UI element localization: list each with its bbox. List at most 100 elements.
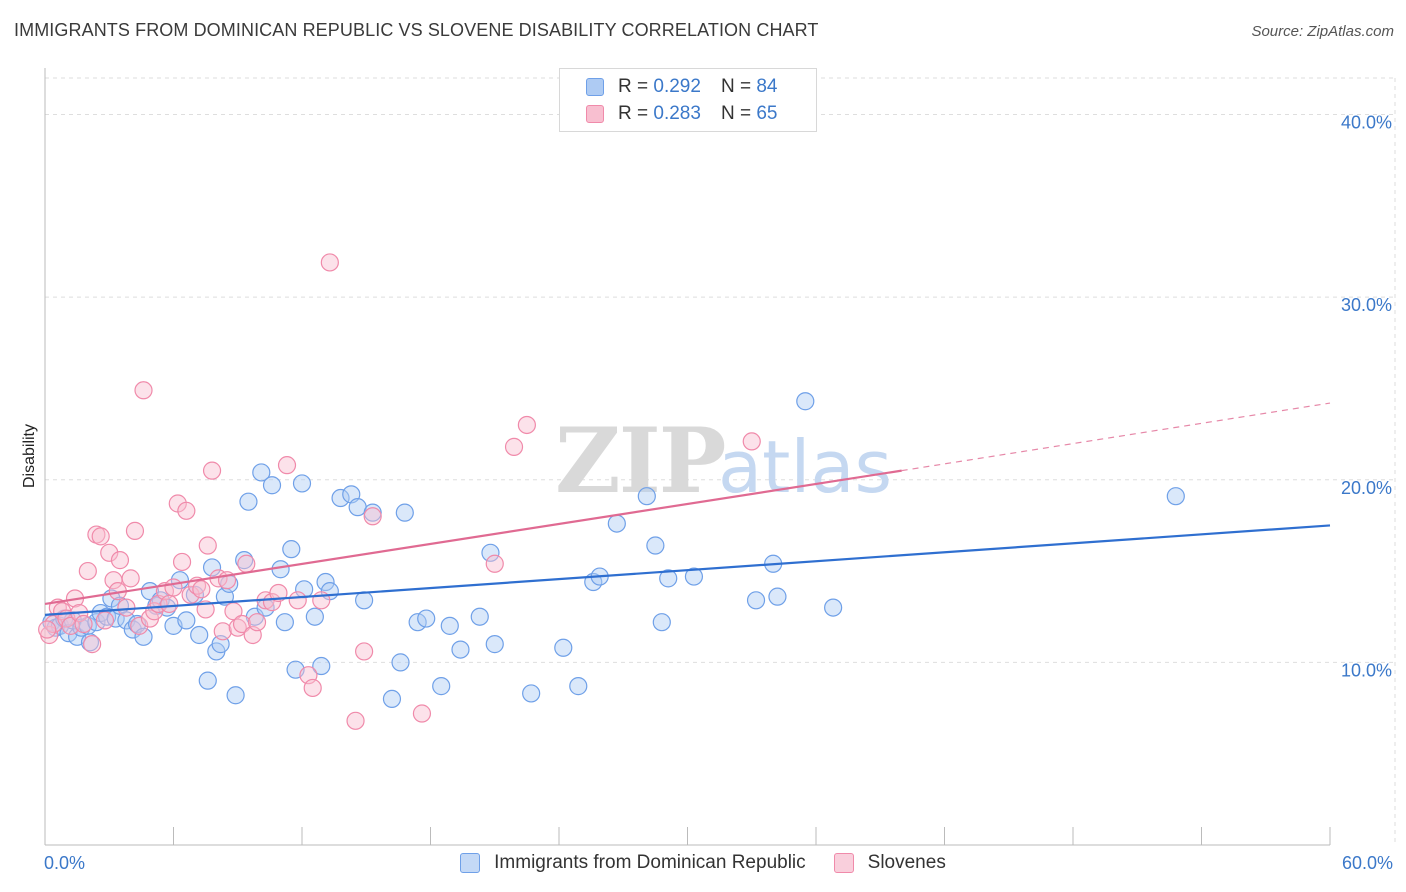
data-point [746,591,766,610]
data-point [440,616,459,635]
legend-item-slovenes: Slovenes [833,852,946,874]
data-point [196,600,215,619]
data-point [275,613,294,632]
data-point [288,591,307,610]
data-point [269,583,288,603]
legend-swatch-pink [586,105,604,123]
series-dominican-republic [42,392,1185,709]
data-point [504,437,524,456]
data-point [554,638,573,657]
legend-item-dominican: Immigrants from Dominican Republic [460,852,806,874]
data-point [181,585,200,604]
legend-series-name: Immigrants from Dominican Republic [494,852,806,873]
data-point [78,561,97,581]
data-point [134,627,153,646]
chart-source: Source: ZipAtlas.com [1251,23,1394,40]
data-point [684,567,704,586]
data-point [172,552,192,572]
data-point [190,625,209,645]
data-point [100,543,119,562]
data-point [38,620,57,639]
data-point [824,598,843,617]
legend-n-label: N = [720,76,752,97]
data-point [192,580,211,599]
data-point [796,392,815,411]
y-tick-label: 20.0% [1341,478,1392,498]
data-point [768,587,787,606]
data-point [412,704,432,723]
axes [44,68,1331,846]
data-point [282,540,301,559]
data-point [395,503,414,522]
data-point [320,253,339,272]
data-point [202,461,222,480]
y-axis-title: Disability [21,424,38,488]
data-point [363,507,382,526]
data-point [331,488,350,508]
data-point [522,684,541,703]
data-point [382,689,402,709]
trend-lines [44,402,1331,616]
legend-swatch-blue [586,78,604,96]
data-point [652,613,671,632]
legend-row-slovenes: R = 0.283 N = 65 [586,102,777,126]
data-point [569,677,588,696]
x-tick-label: 60.0% [1342,853,1393,873]
data-point [198,671,217,690]
data-point [213,622,232,641]
data-point [83,635,102,654]
data-point [202,558,222,577]
data-point [198,536,217,555]
data-point [470,607,489,626]
data-point [164,578,183,597]
data-point [91,527,110,546]
data-point [312,656,331,676]
legend-n-label: N = [720,103,752,124]
data-point [177,501,196,520]
data-point [451,640,470,659]
tick-labels: 10.0% 20.0% 30.0% 40.0% 0.0% 60.0% Disability [21,113,1393,873]
data-point [121,569,140,588]
data-point [355,591,374,610]
data-point [247,613,267,632]
chart-title: IMMIGRANTS FROM DOMINICAN REPUBLIC VS SL… [14,20,819,40]
data-point [277,456,297,475]
data-point [637,487,656,506]
data-point [481,543,500,562]
legend-n-value: 84 [756,76,778,97]
data-point [130,616,149,635]
data-point [316,572,335,592]
y-tick-label: 40.0% [1341,113,1392,133]
series-legend: Immigrants from Dominican Republic Slove… [0,852,1406,874]
legend-r-label: R = [618,103,649,124]
legend-r-value: 0.292 [653,76,701,97]
legend-row-dominican: R = 0.292 N = 84 [586,75,777,99]
data-point [659,569,678,588]
data-point [252,463,271,482]
trend-line-extension [901,402,1331,472]
legend-swatch-pink [833,853,854,873]
data-point [432,677,451,696]
data-point [134,381,153,400]
watermark-zip: ZIP [555,408,725,514]
data-point [239,492,258,511]
data-point [346,711,365,730]
data-point [742,432,761,451]
y-tick-label: 10.0% [1341,660,1392,680]
y-tick-label: 30.0% [1341,295,1392,315]
data-point [110,551,130,570]
legend-r-label: R = [618,76,649,97]
data-point [646,536,665,555]
data-point [1166,487,1185,506]
x-tick-label: 0.0% [44,853,85,873]
data-point [237,554,256,573]
data-point [517,415,536,435]
data-point [417,609,436,628]
watermark: ZIP atlas [555,408,892,514]
data-point [95,611,115,630]
data-point [305,607,324,626]
data-point [125,521,145,540]
data-point [485,554,504,573]
data-point [303,678,322,698]
